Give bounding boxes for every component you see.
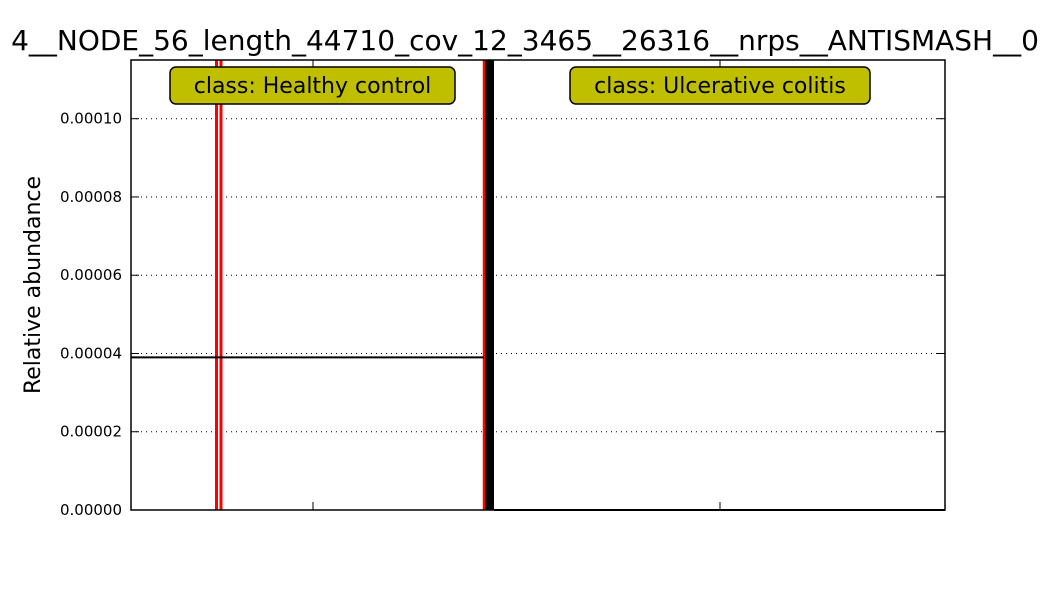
y-tick-label: 0.00000 — [60, 501, 122, 519]
class-label: class: Healthy control — [194, 74, 432, 99]
class-label-box — [169, 66, 456, 105]
plot-frame — [130, 59, 946, 511]
y-tick-label: 0.00006 — [60, 266, 122, 284]
y-tick-label: 0.00004 — [60, 344, 122, 362]
class-label-box — [569, 66, 871, 105]
y-tick-label: 0.00008 — [60, 188, 122, 206]
class-labels: class: Healthy control class: Ulcerative … — [169, 66, 871, 105]
y-axis-label: Relative abundance — [21, 176, 46, 394]
class-separator — [485, 60, 494, 510]
y-tick-label: 0.00002 — [60, 423, 122, 441]
chart-title: 4__NODE_56_length_44710_cov_12_3465__263… — [11, 24, 1039, 57]
class-label: class: Ulcerative colitis — [594, 74, 846, 99]
y-ticks: 0.00000 0.00002 0.00004 0.00006 0.00008 0.000… — [60, 110, 945, 519]
x-ticks — [312, 60, 721, 510]
chart-marks — [131, 60, 945, 511]
y-tick-label: 0.00010 — [60, 110, 122, 128]
grid — [131, 118, 945, 433]
